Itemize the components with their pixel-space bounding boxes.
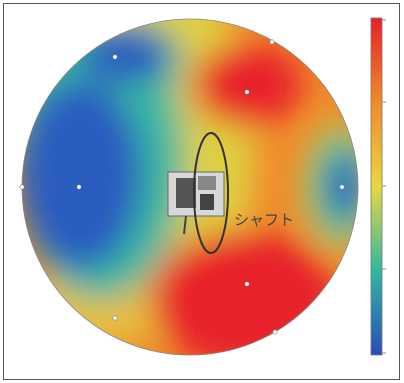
shaft-outline [193, 132, 229, 254]
sensor-point [272, 329, 278, 335]
sensor-point [339, 184, 345, 190]
colorbar [370, 17, 383, 356]
field-blob [80, 27, 170, 83]
field-blob [22, 80, 142, 270]
sensor-point [19, 184, 25, 190]
sensor-point [269, 39, 275, 45]
field-blob [328, 153, 358, 221]
sensor-point [244, 89, 250, 95]
sensor-points [19, 39, 345, 335]
sensor-point [244, 281, 250, 287]
frame [3, 3, 400, 380]
sensor-point [112, 315, 118, 321]
annotation: シャフト [234, 211, 294, 229]
colorbar-ticks [382, 19, 386, 354]
field-blob [150, 230, 340, 355]
shaft-device [167, 171, 225, 235]
sensor-point [76, 184, 82, 190]
sensor-point [112, 54, 118, 60]
field-blob [193, 43, 303, 127]
